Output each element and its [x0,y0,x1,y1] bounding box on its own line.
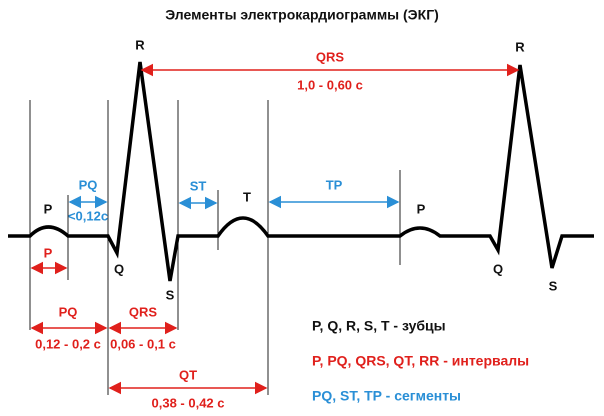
wave-label: Q [114,261,124,276]
legend-line: PQ, ST, TP - сегменты [312,388,461,404]
interval-label: QRS [316,49,345,64]
interval-label: P [44,245,53,260]
interval-label: PQ [59,304,78,319]
legend-line: P, Q, R, S, T - зубцы [312,318,446,334]
wave-label: S [549,278,558,293]
guide-lines [29,100,401,395]
wave-label: R [515,39,525,54]
segment-label: TP [326,177,343,192]
interval-value: 0,38 - 0,42 c [152,395,225,410]
ecg-trace [8,61,594,282]
interval-label: QT [179,367,197,382]
title: Элементы электрокардиограммы (ЭКГ) [165,7,439,23]
interval-value: 1,0 - 0,60 c [297,77,363,92]
interval-value: 0,12 - 0,2 c [35,336,101,351]
interval-label: QRS [129,304,158,319]
wave-label: S [166,287,175,302]
legend-line: P, PQ, QRS, QT, RR - интервалы [312,353,529,369]
wave-label: Q [493,261,503,276]
wave-label: P [44,201,53,216]
wave-label: T [243,189,251,204]
wave-label: R [135,37,145,52]
wave-labels: P R Q S T P R Q S [44,37,558,302]
segment-label: ST [190,178,207,193]
segment-value: <0,12c [68,208,108,223]
interval-value: 0,06 - 0,1 c [110,336,176,351]
wave-label: P [417,201,426,216]
segment-label: PQ [79,177,98,192]
